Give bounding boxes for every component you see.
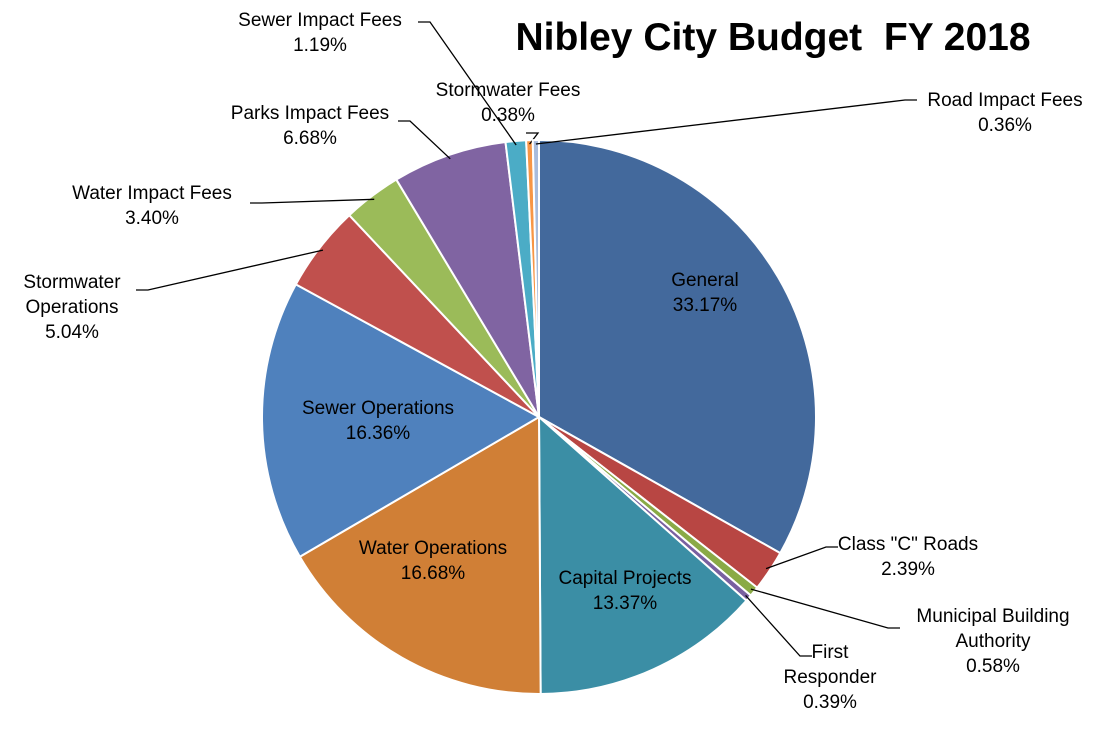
value-label: 5.04% (45, 322, 99, 343)
category-label: Water Impact Fees (72, 183, 232, 204)
value-label: 3.40% (125, 208, 179, 229)
value-label: 33.17% (672, 295, 738, 316)
value-label: 2.39% (881, 559, 935, 580)
leader-line (750, 588, 900, 629)
category-label: Class "C" Roads (837, 534, 979, 555)
slice-label: Stormwater Fees 0.38% (408, 78, 608, 128)
category-label: First Responder (783, 642, 877, 688)
pie-slice (538, 138, 817, 555)
value-label: 0.36% (978, 115, 1032, 136)
slice-label: Municipal Building Authority 0.58% (888, 604, 1098, 679)
slice-label: Water Operations 16.68% (333, 536, 533, 586)
leader-line (136, 249, 324, 291)
value-label: 0.39% (803, 692, 857, 713)
category-label: Stormwater Operations (23, 272, 121, 318)
value-label: 0.58% (966, 656, 1020, 677)
category-label: Sewer Operations (301, 398, 455, 419)
value-label: 6.68% (283, 128, 337, 149)
slice-label: Stormwater Operations 5.04% (2, 270, 142, 345)
pie-slice (394, 140, 540, 418)
slice-label: First Responder 0.39% (775, 640, 885, 715)
category-label: Municipal Building Authority (916, 606, 1070, 652)
leader-line (398, 120, 451, 160)
leader-line (745, 595, 812, 657)
slice-label: Class "C" Roads 2.39% (808, 532, 1008, 582)
slice-label: Capital Projects 13.37% (525, 566, 725, 616)
pie-slice (261, 282, 542, 559)
pie-slice (537, 414, 748, 696)
leader-line (418, 21, 517, 146)
category-label: Sewer Impact Fees (238, 10, 402, 31)
leader-line (535, 99, 917, 145)
slice-label: Sewer Impact Fees 1.19% (210, 8, 430, 58)
chart-title: Nibley City Budget FY 2018 (515, 16, 1031, 59)
category-label: Parks Impact Fees (230, 103, 390, 124)
leader-line (250, 198, 375, 204)
value-label: 1.19% (293, 35, 347, 56)
category-label: Water Operations (358, 538, 508, 559)
slice-label: Parks Impact Fees 6.68% (200, 101, 420, 151)
category-label: General (671, 270, 739, 291)
category-label: Capital Projects (558, 568, 692, 589)
category-label: Road Impact Fees (927, 90, 1083, 111)
slice-label: General 33.17% (630, 268, 780, 318)
slice-label: Sewer Operations 16.36% (278, 396, 478, 446)
pie-slice (531, 138, 540, 418)
value-label: 16.36% (345, 423, 411, 444)
value-label: 13.37% (592, 593, 658, 614)
value-label: 16.68% (400, 563, 466, 584)
slice-label: Water Impact Fees 3.40% (32, 181, 272, 231)
pie-slice (298, 415, 542, 695)
slice-label: Road Impact Fees 0.36% (895, 88, 1107, 138)
value-label: 0.38% (481, 105, 535, 126)
leader-line (765, 546, 838, 570)
category-label: Stormwater Fees (435, 80, 581, 101)
